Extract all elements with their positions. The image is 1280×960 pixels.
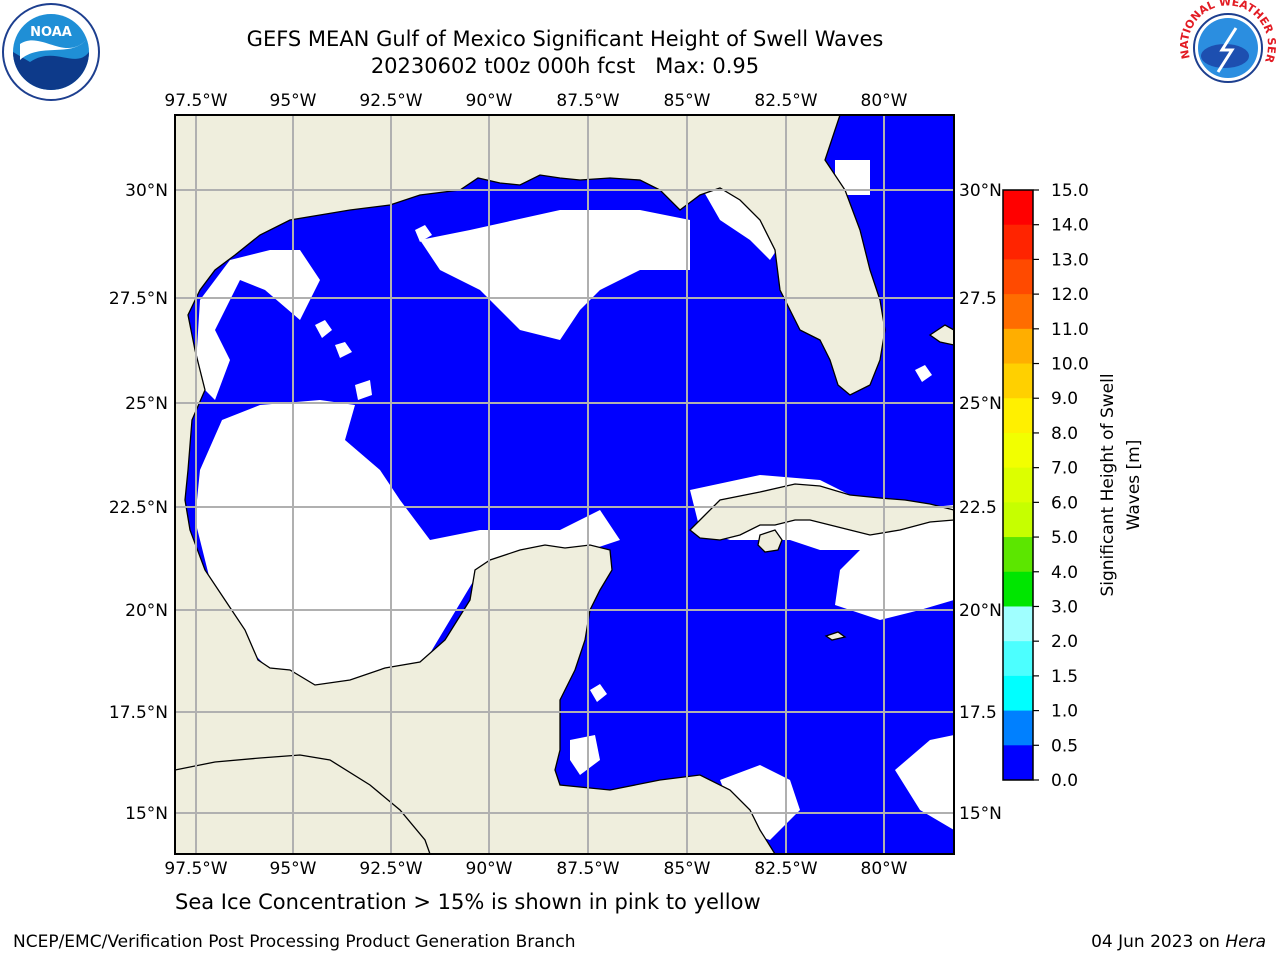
colorbar-tick-label: 12.0 xyxy=(1051,285,1089,305)
colorbar-segment xyxy=(1003,363,1033,399)
nws-ring-text: NATIONAL WEATHER SERVICE xyxy=(0,0,1278,65)
lon-label: 80°W xyxy=(861,859,908,879)
lon-label: 82.5°W xyxy=(754,859,817,879)
sea-ice-note: Sea Ice Concentration > 15% is shown in … xyxy=(175,890,761,914)
colorbar-segment xyxy=(1003,675,1033,712)
map-title: GEFS MEAN Gulf of Mexico Significant Hei… xyxy=(246,27,884,51)
colorbar-tick-label: 11.0 xyxy=(1051,320,1089,340)
lon-label: 95°W xyxy=(270,859,317,879)
lon-label: 92.5°W xyxy=(359,859,422,879)
lon-labels-top: 97.5°W 95°W 92.5°W 90°W 87.5°W 85°W 82.5°W 80°W xyxy=(164,91,907,111)
colorbar-segment xyxy=(1003,467,1033,503)
footer-credit: NCEP/EMC/Verification Post Processing Pr… xyxy=(13,932,576,952)
colorbar-tick-label: 15.0 xyxy=(1051,181,1089,201)
colorbar-label-line: Waves [m] xyxy=(1124,440,1144,531)
colorbar-tick-label: 1.0 xyxy=(1051,702,1078,722)
lon-label: 87.5°W xyxy=(556,91,619,111)
lon-label: 90°W xyxy=(466,859,513,879)
nws-logo: NATIONAL WEATHER SERVICE xyxy=(0,0,1278,94)
no-data-areas xyxy=(195,160,954,840)
colorbar-tick-label: 10.0 xyxy=(1051,355,1089,375)
map-frame xyxy=(174,114,955,855)
colorbar-segment xyxy=(1003,641,1033,677)
colorbar-segment xyxy=(1003,294,1033,330)
colorbar-segment xyxy=(1003,502,1033,538)
lat-label: 30°N xyxy=(125,181,168,201)
lat-label: 25°N xyxy=(125,394,168,414)
lon-label: 95°W xyxy=(270,91,317,111)
map-subtitle: 20230602 t00z 000h fcst Max: 0.95 xyxy=(370,54,760,78)
colorbar-tick-label: 4.0 xyxy=(1051,563,1078,583)
lon-label: 97.5°W xyxy=(164,859,227,879)
svg-text:NOAA: NOAA xyxy=(30,25,72,40)
lat-label: 27.5 xyxy=(959,289,997,309)
colorbar-tick-label: 9.0 xyxy=(1051,389,1078,409)
colorbar-tick-label: 0.5 xyxy=(1051,736,1078,756)
colorbar-segment xyxy=(1003,328,1033,365)
lat-label: 17.5°N xyxy=(109,703,168,723)
lon-label: 80°W xyxy=(861,91,908,111)
colorbar-tick-label: 0.0 xyxy=(1051,771,1078,791)
lat-labels-left: 30°N 27.5°N 25°N 22.5°N 20°N 17.5°N 15°N xyxy=(109,181,168,824)
lon-labels-bottom: 97.5°W 95°W 92.5°W 90°W 87.5°W 85°W 82.5°W 80°W xyxy=(164,859,907,879)
lon-label: 90°W xyxy=(466,91,513,111)
lon-label: 92.5°W xyxy=(359,91,422,111)
lon-label: 85°W xyxy=(664,91,711,111)
colorbar-label-line: Significant Height of Swell xyxy=(1098,373,1118,596)
colorbar-tick-label: 5.0 xyxy=(1051,528,1078,548)
lon-label: 97.5°W xyxy=(164,91,227,111)
lat-label: 20°N xyxy=(959,601,1002,621)
colorbar-tick-label: 2.0 xyxy=(1051,632,1078,652)
colorbar-segment xyxy=(1003,432,1033,469)
lat-label: 17.5 xyxy=(959,703,997,723)
lon-label: 85°W xyxy=(664,859,711,879)
colorbar-label: Significant Height of Swell Waves [m] xyxy=(1098,373,1144,596)
lat-label: 22.5 xyxy=(959,498,997,518)
colorbar-frame xyxy=(1002,189,1034,781)
lat-labels-right: 30°N 27.5 25°N 22.5 20°N 17.5 15°N xyxy=(959,181,1002,824)
colorbar-segment xyxy=(1003,571,1033,607)
lon-label: 82.5°W xyxy=(754,91,817,111)
lat-label: 15°N xyxy=(959,804,1002,824)
lat-label: 22.5°N xyxy=(109,498,168,518)
lat-label: 15°N xyxy=(125,804,168,824)
colorbar-tick-label: 8.0 xyxy=(1051,424,1078,444)
lat-label: 20°N xyxy=(125,601,168,621)
lat-label: 30°N xyxy=(959,181,1002,201)
footer-date: 04 Jun 2023 on xyxy=(1091,932,1226,952)
lat-label: 27.5°N xyxy=(109,289,168,309)
colorbar-tick-label: 14.0 xyxy=(1051,216,1089,236)
colorbar-segment xyxy=(1003,398,1033,434)
colorbar-tick-label: 13.0 xyxy=(1051,250,1089,270)
colorbar-segment xyxy=(1003,745,1033,781)
footer-machine: Hera xyxy=(1225,932,1266,952)
colorbar-segment xyxy=(1003,537,1033,573)
colorbar-segment xyxy=(1003,259,1033,295)
svg-text:NATIONAL WEATHER SERVICE: NATIONAL WEATHER SERVICE xyxy=(0,0,1278,65)
colorbar-tick-label: 3.0 xyxy=(1051,597,1078,617)
footer-timestamp: 04 Jun 2023 on Hera xyxy=(1091,932,1266,952)
colorbar-tick-label: 1.5 xyxy=(1051,667,1078,687)
colorbar-segment xyxy=(1003,606,1033,642)
colorbar: 15.0 14.0 13.0 12.0 11.0 10.0 9.0 8.0 7.0 6.0 5.0 4… xyxy=(1002,181,1089,791)
colorbar-segment xyxy=(1003,710,1033,746)
lat-label: 25°N xyxy=(959,394,1002,414)
colorbar-segment xyxy=(1003,224,1033,260)
lon-label: 87.5°W xyxy=(556,859,619,879)
noaa-logo: NOAA xyxy=(2,3,100,101)
land-masses xyxy=(175,115,954,854)
colorbar-segment xyxy=(1003,190,1033,226)
colorbar-tick-label: 6.0 xyxy=(1051,493,1078,513)
colorbar-tick-label: 7.0 xyxy=(1051,459,1078,479)
graticule xyxy=(175,115,954,854)
